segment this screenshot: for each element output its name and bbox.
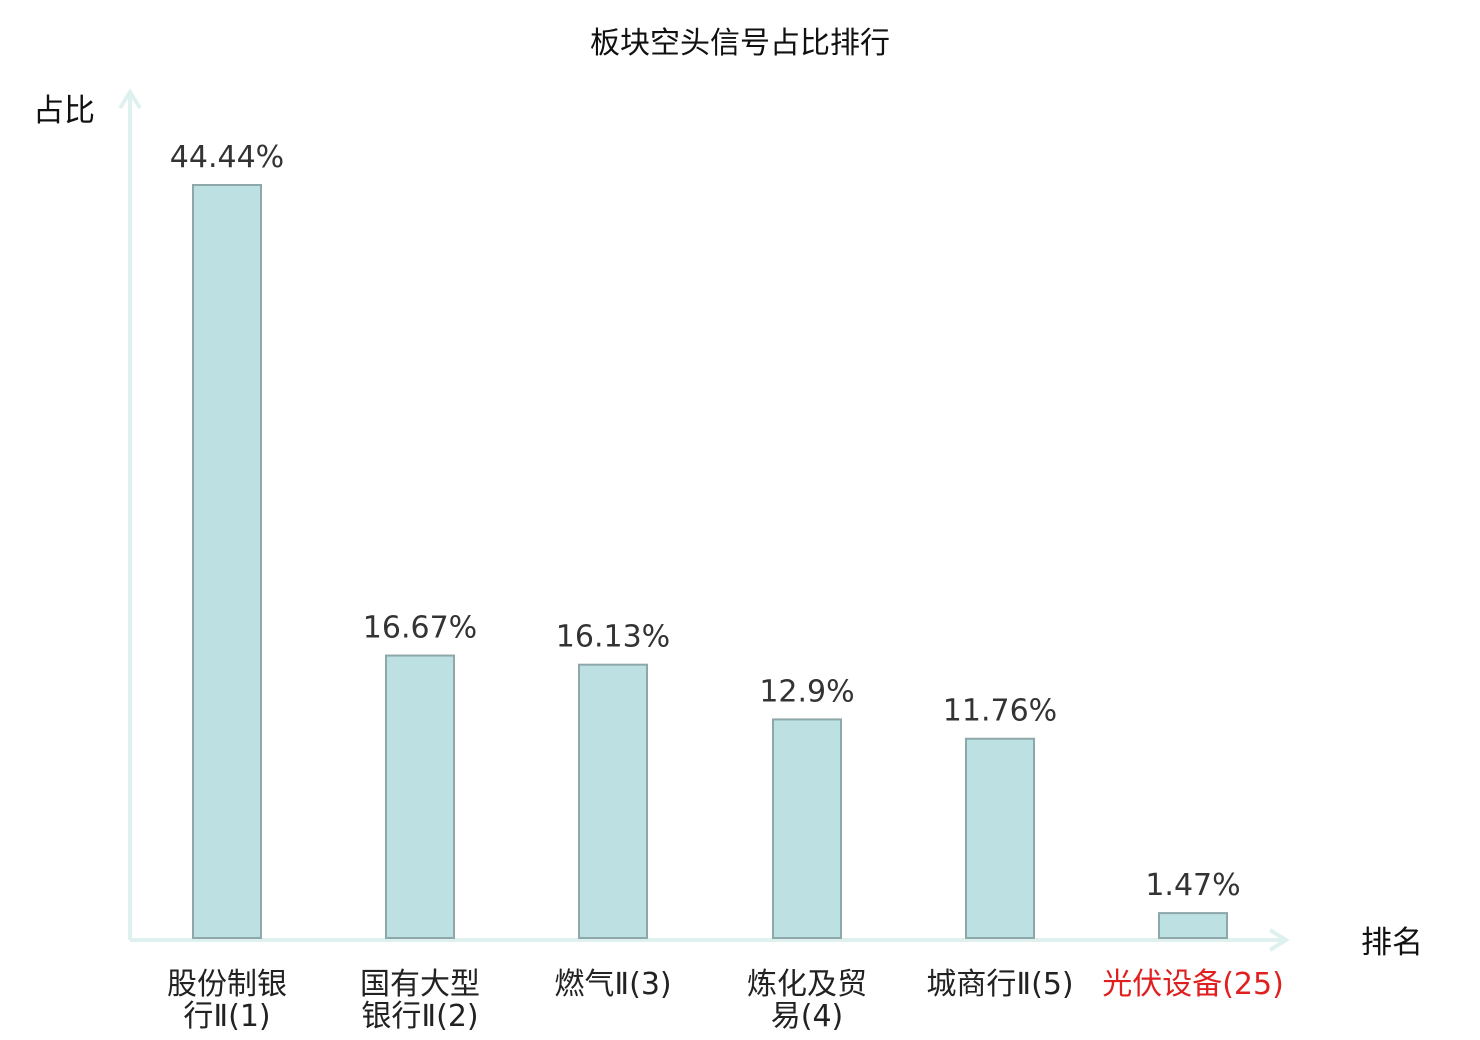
bar-value-label-2: 16.67% bbox=[363, 611, 477, 646]
x-axis-arrow bbox=[1268, 928, 1290, 952]
bar-5 bbox=[965, 737, 1035, 939]
bar-value-label-3: 16.13% bbox=[556, 620, 670, 655]
bar-2 bbox=[385, 654, 455, 939]
x-tick-label-4-line-1: 炼化及贸 bbox=[747, 967, 867, 1002]
bar-3 bbox=[578, 663, 648, 939]
bar-4 bbox=[772, 718, 842, 940]
x-tick-label-4-line-2: 易(4) bbox=[771, 999, 844, 1034]
x-axis-label: 排名 bbox=[1361, 925, 1423, 961]
bar-value-label-1: 44.44% bbox=[170, 140, 284, 175]
x-tick-label-3-line-1: 燃气Ⅱ(3) bbox=[554, 967, 671, 1002]
x-tick-label-5-line-1: 城商行Ⅱ(5) bbox=[926, 967, 1073, 1002]
bar-value-label-4: 12.9% bbox=[759, 674, 854, 709]
bar-6 bbox=[1158, 912, 1228, 940]
chart-title: 板块空头信号占比排行 bbox=[590, 26, 890, 61]
x-tick-label-2-line-1: 国有大型 bbox=[360, 967, 480, 1002]
bar-1 bbox=[192, 184, 262, 939]
x-tick-label-6-line-1: 光伏设备(25) bbox=[1102, 967, 1284, 1002]
y-axis-arrow bbox=[118, 88, 142, 110]
x-tick-label-1-line-2: 行Ⅱ(1) bbox=[183, 999, 270, 1034]
y-axis-label: 占比 bbox=[33, 93, 95, 129]
x-tick-label-1-line-1: 股份制银 bbox=[167, 967, 287, 1002]
bar-value-label-6: 1.47% bbox=[1145, 868, 1240, 903]
bar-value-label-5: 11.76% bbox=[943, 694, 1057, 729]
x-tick-label-2-line-2: 银行Ⅱ(2) bbox=[361, 999, 478, 1034]
